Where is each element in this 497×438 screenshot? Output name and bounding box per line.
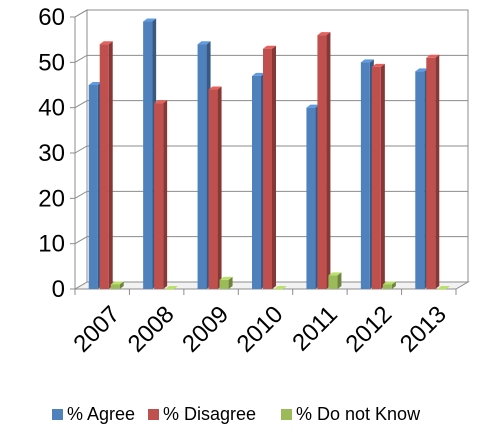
x-tick-label: 2012 [340,301,397,358]
bar-front [426,57,436,289]
bar-top [371,63,385,67]
bar-front [208,89,218,290]
bar [154,100,168,289]
x-tick-label: 2010 [232,301,289,358]
bar-side [217,86,222,290]
bar-front [306,107,316,290]
y-tick-label: 60 [38,4,65,31]
bar-front [252,75,261,289]
chart-legend: % Agree % Disagree % Do not Know [52,404,421,424]
x-tick-label: 2009 [177,301,234,358]
bar-top [306,104,320,108]
bar-front [371,66,381,289]
bar-front [274,289,283,290]
y-tick-label: 40 [38,95,65,122]
x-tick-label: 2007 [68,301,125,358]
bar-front [437,289,447,290]
bar-front [99,44,109,290]
x-tick-label: 2013 [395,301,452,358]
gridline [74,54,468,63]
bar [317,32,331,290]
bar [219,276,233,289]
bar-front [382,284,392,289]
bar-top [437,286,451,289]
legend-item: % Agree [52,404,135,424]
bar-side [391,281,396,289]
bar-top [219,276,233,280]
bar-top [208,86,222,90]
bar-front [154,103,164,289]
bar-top [274,286,287,289]
bar-front [110,284,120,289]
bar-front [165,289,175,290]
y-tick-label: 30 [38,140,65,167]
bar-top [328,272,342,276]
bar-side [119,281,124,289]
bar-side [435,54,440,289]
bar-top [154,100,168,104]
bar-top [360,59,374,63]
bar-front [88,85,98,289]
bar-side [337,272,342,289]
bar-front [143,21,153,290]
legend-swatch [281,409,292,420]
bar [110,281,124,289]
bar-top [165,286,179,289]
legend-swatch [148,409,159,420]
bar-top [99,41,113,45]
bar [263,45,276,289]
x-tick-label: 2011 [287,301,343,357]
y-tick-label: 10 [38,231,65,258]
bar [328,272,342,289]
bar-top [143,18,157,22]
bar-side [163,100,168,289]
bar-top [88,82,102,85]
bar-top [197,41,211,45]
bar-top [110,281,124,285]
y-tick-label: 0 [52,276,65,303]
bar-top [382,281,396,285]
gridline [74,145,468,154]
bar-side [272,45,276,289]
bar-side [108,41,113,290]
y-tick-label: 50 [38,49,65,76]
bar-side [380,63,385,289]
gridline [74,190,468,199]
bar-front [263,48,272,289]
legend-label: % Do not Know [296,404,421,424]
bar-front [197,44,207,290]
bar-top [415,68,429,72]
legend-swatch [52,409,63,420]
bar-side [326,32,331,290]
bar [382,281,396,289]
chart-bars [88,18,451,290]
legend-label: % Disagree [163,404,256,424]
bar-top [263,45,276,49]
bar-top [317,32,331,36]
legend-item: % Disagree [148,404,256,424]
legend-item: % Do not Know [281,404,421,424]
bar-front [317,35,327,290]
bar [165,286,179,290]
bar [274,286,287,290]
gridline [74,236,468,245]
y-tick-label: 20 [38,185,65,212]
bar-front [328,275,338,289]
x-tick-label: 2008 [123,301,180,358]
bar [426,54,440,289]
bar-top [252,72,265,76]
bar-front [360,62,370,290]
bar-front [415,71,425,290]
gridline [74,100,468,109]
bar [99,41,113,290]
legend-label: % Agree [67,404,135,424]
bar-side [228,276,233,289]
bar [437,286,451,290]
bar [371,63,385,289]
bar-top [426,54,440,58]
gridline [74,9,468,18]
bar [208,86,222,290]
bar-front [219,279,229,289]
